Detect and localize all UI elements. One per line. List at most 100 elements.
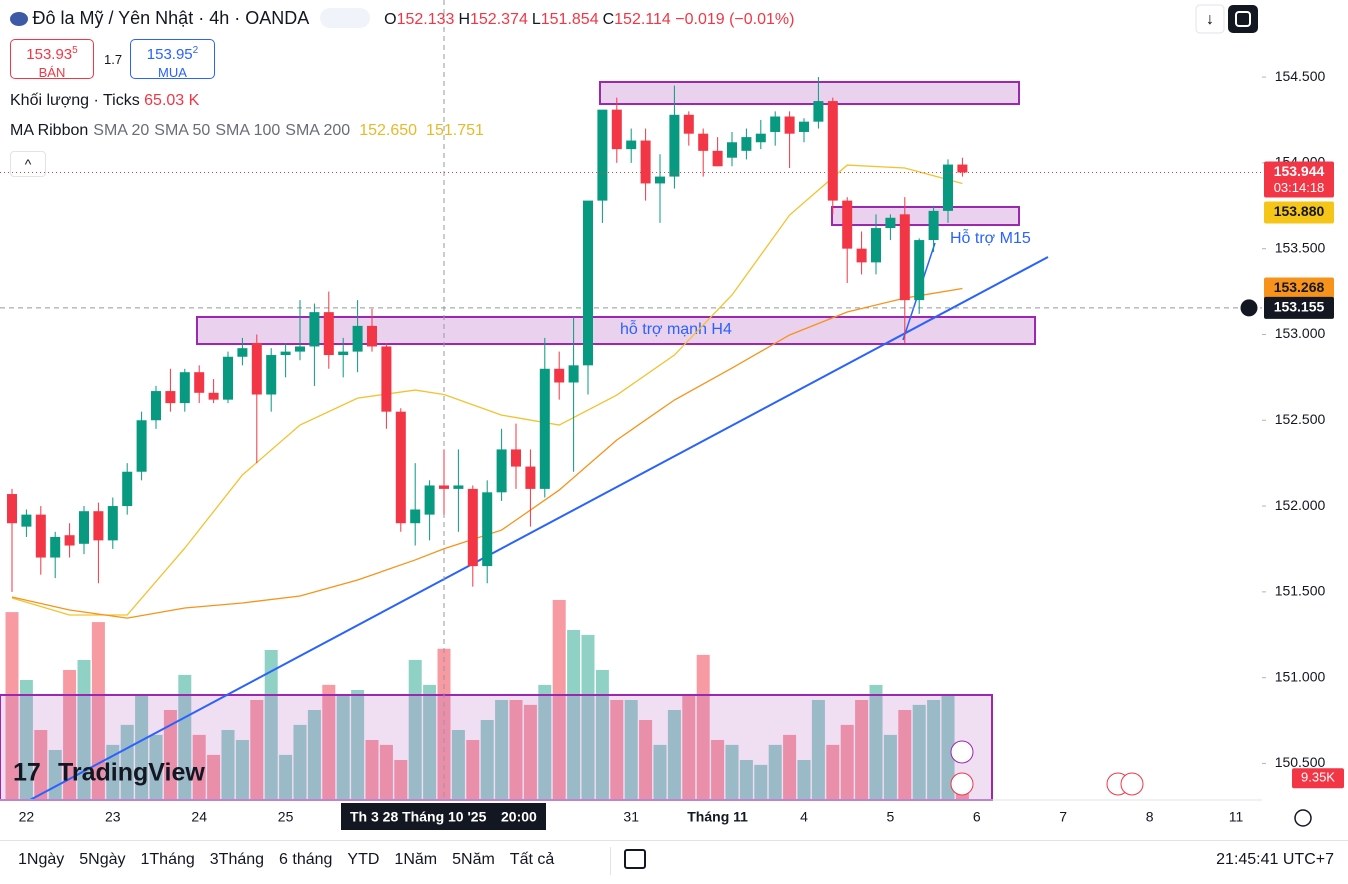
ohlc-value: 151.854 — [540, 11, 599, 28]
crosshair-price: 153.155 — [1274, 299, 1325, 315]
candle-body — [237, 348, 248, 357]
volume-name: Khối lượng · Ticks — [10, 92, 140, 109]
range-button[interactable]: YTD — [347, 851, 380, 868]
candle-body — [251, 343, 262, 395]
sell-button[interactable]: 153.935 BÁN — [10, 39, 94, 80]
price-label-box — [1264, 161, 1334, 198]
candle-body — [583, 200, 593, 366]
candle-body — [21, 514, 32, 527]
volume-label-box — [1292, 768, 1344, 789]
candle-body — [64, 535, 75, 546]
buy-sup: 2 — [192, 45, 199, 56]
candle-body — [899, 214, 910, 301]
x-tick-label: 22 — [19, 809, 35, 825]
volume-bar — [336, 694, 350, 800]
volume-bar — [5, 612, 19, 800]
trend-line — [29, 256, 1049, 801]
range-button[interactable]: 5Ngày — [79, 851, 126, 868]
y-tick-label: 150.500 — [1275, 754, 1326, 770]
candle-body — [165, 391, 176, 404]
candle-body — [439, 485, 449, 489]
volume-bar — [264, 650, 278, 800]
volume-bar — [912, 704, 926, 800]
ohlc-key: L — [531, 11, 541, 28]
ohlc-key: O — [384, 11, 397, 28]
volume-bar — [423, 684, 437, 800]
volume-bar — [451, 730, 465, 800]
buy-button[interactable]: 153.952 MUA — [130, 39, 215, 80]
range-button[interactable]: 1Năm — [394, 851, 438, 868]
candle-body — [856, 248, 867, 263]
volume-bar — [869, 684, 883, 800]
x-tick-label: Tháng 11 — [687, 809, 748, 825]
legend-header: Đô la Mỹ / Yên Nhật · 4h · OANDA O152.13… — [10, 8, 794, 29]
event-icon[interactable] — [950, 740, 974, 764]
ma-item: SMA 20 — [93, 122, 150, 139]
volume-value: 65.03 K — [144, 92, 200, 109]
buy-price: 153.95 — [146, 46, 193, 63]
range-button[interactable]: 5Năm — [452, 851, 495, 868]
collapse-button[interactable]: ^ — [10, 151, 46, 177]
volume-bar — [19, 680, 33, 800]
volume-bar — [279, 754, 293, 800]
price-label-box — [1264, 277, 1334, 300]
spread: 1.7 — [104, 52, 123, 67]
price-label: 153.944 — [1274, 163, 1325, 179]
candle-body — [712, 150, 723, 167]
fullscreen-icon — [1235, 11, 1251, 27]
candle-body — [309, 312, 320, 347]
settings-icon[interactable] — [1294, 809, 1312, 827]
sell-sup: 5 — [72, 45, 78, 56]
volume-legend: Khối lượng · Ticks 65.03 K — [10, 92, 199, 110]
y-tick-label: 153.500 — [1275, 239, 1326, 255]
candle-body — [727, 142, 737, 158]
volume-bar — [135, 694, 149, 800]
candle-body — [943, 164, 953, 211]
flag-icon[interactable] — [1120, 772, 1144, 796]
range-button[interactable]: 6 tháng — [279, 851, 333, 868]
buy-label: MUA — [158, 65, 187, 80]
logo-mark: 17 — [13, 759, 41, 787]
price-label: 153.880 — [1274, 203, 1325, 219]
y-tick-label: 151.000 — [1275, 668, 1326, 684]
volume-bar — [639, 720, 653, 800]
logo: TradingView — [58, 759, 205, 787]
volume-bar — [567, 630, 581, 800]
ohlc-key: H — [458, 11, 470, 28]
volume-bar — [653, 744, 667, 800]
volume-bar — [495, 700, 509, 800]
range-button[interactable]: 3Tháng — [209, 851, 265, 868]
range-button[interactable]: 1Ngày — [18, 851, 65, 868]
x-tick-label: 11 — [1229, 809, 1244, 825]
candle-body — [338, 351, 349, 356]
fullscreen-button[interactable] — [1228, 5, 1258, 33]
download-button[interactable] — [1195, 4, 1225, 34]
date-range-icon[interactable] — [624, 849, 646, 869]
sell-label: BÁN — [38, 65, 66, 80]
candle-body — [568, 365, 579, 383]
range-button[interactable]: Tất cả — [509, 851, 555, 868]
status-pill — [319, 8, 370, 28]
volume-bar — [581, 634, 595, 800]
volume-bar — [466, 740, 480, 800]
candle-body — [813, 101, 824, 122]
chart: hỗ trợ mạnh H4 Hỗ trợ M15 TradingView 17… — [0, 0, 1344, 830]
crosshair-price-box — [1264, 296, 1334, 319]
ma-name: MA Ribbon — [10, 122, 89, 139]
ohlc-value: 152.133 — [396, 11, 455, 28]
candle-body — [827, 101, 838, 201]
range-button[interactable]: 1Tháng — [140, 851, 195, 868]
volume-bar — [595, 670, 609, 800]
crosshair-date: Th 3 28 Tháng 10 '25 — [350, 809, 487, 825]
candle-body — [511, 449, 521, 467]
x-tick-label: 23 — [105, 809, 121, 825]
volume-bar — [941, 694, 955, 800]
divider — [610, 847, 611, 875]
candle-body — [107, 506, 118, 541]
candle-body — [525, 466, 536, 489]
flag-icon[interactable] — [950, 772, 974, 796]
candle-body — [179, 372, 190, 404]
candle-body — [698, 133, 709, 151]
candle-body — [367, 325, 377, 347]
